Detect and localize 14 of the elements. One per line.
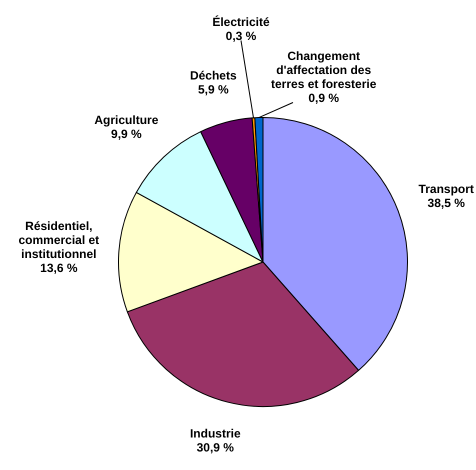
data-label: 9,9 % (111, 126, 142, 141)
slice-label: Transport (418, 182, 474, 196)
data-label: 38,5 % (428, 196, 466, 210)
data-label: 0,3 % (226, 28, 257, 43)
slice-label: Électricité (212, 14, 270, 29)
slice-label: Résidentiel, commercial et institutionnel (18, 218, 100, 261)
data-label: 30,9 % (196, 440, 234, 455)
slice-label: Agriculture (94, 112, 159, 127)
data-label: 5,9 % (198, 82, 229, 97)
slice-label: Changement d'affectation des terres et foresterie (271, 48, 377, 91)
data-label: 0,9 % (308, 90, 340, 105)
slice-label: Déchets (190, 68, 237, 83)
data-label: 13,6 % (40, 260, 78, 275)
slice-label: Industrie (190, 426, 241, 441)
